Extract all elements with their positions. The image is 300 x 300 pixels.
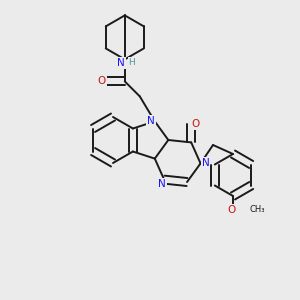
Text: CH₃: CH₃ [249, 206, 265, 214]
Text: H: H [128, 58, 135, 67]
Text: N: N [158, 178, 166, 189]
Text: O: O [98, 76, 106, 86]
Text: O: O [227, 205, 235, 215]
Text: N: N [202, 158, 209, 168]
Text: N: N [147, 116, 155, 126]
Text: O: O [191, 119, 199, 129]
Text: N: N [117, 58, 125, 68]
